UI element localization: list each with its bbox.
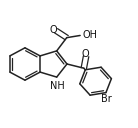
Text: O: O [49, 25, 57, 35]
Text: O: O [82, 49, 89, 59]
Text: OH: OH [82, 30, 97, 40]
Text: Br: Br [101, 94, 111, 104]
Text: NH: NH [50, 81, 65, 91]
